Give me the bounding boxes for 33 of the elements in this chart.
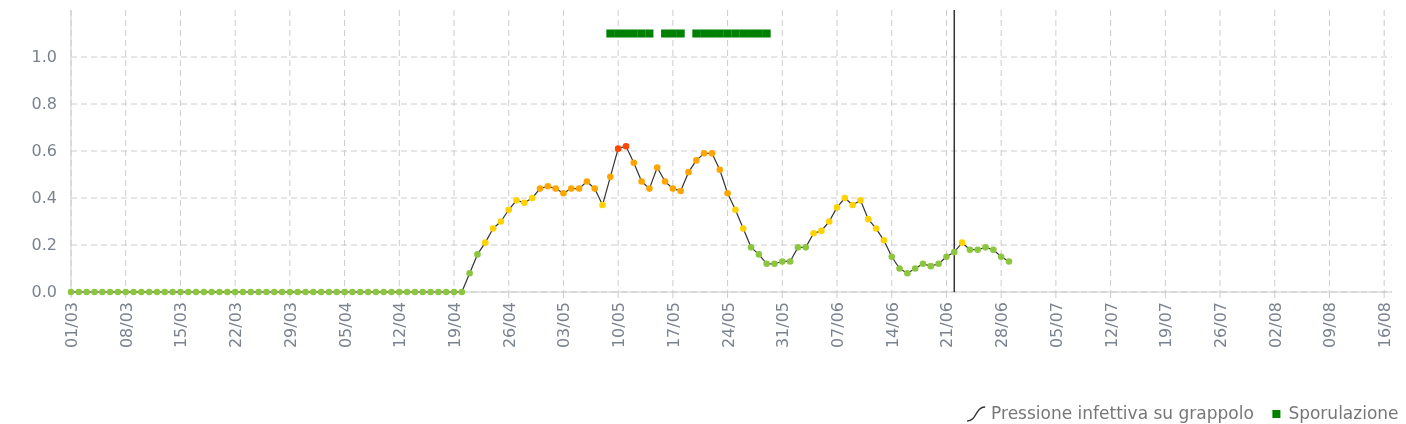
x-tick-label: 12/07 [1101, 302, 1121, 349]
x-tick-label: 05/07 [1046, 302, 1066, 349]
x-tick-label: 02/08 [1265, 302, 1285, 349]
x-tick-label: 26/04 [499, 302, 519, 349]
y-tick-label: 0.0 [31, 281, 57, 301]
y-tick-label: 1.0 [31, 46, 57, 66]
x-tick-label: 31/05 [773, 302, 793, 349]
x-tick-label: 19/04 [445, 302, 465, 349]
x-tick-label: 24/05 [718, 302, 738, 349]
x-tick-label: 19/07 [1156, 302, 1176, 349]
x-tick-label: 12/04 [390, 302, 410, 349]
y-tick-label: 0.6 [31, 140, 57, 160]
x-tick-label: 09/08 [1320, 302, 1340, 349]
x-tick-label: 03/05 [554, 302, 574, 349]
x-tick-label: 05/04 [335, 302, 355, 349]
x-tick-label: 14/06 [882, 302, 902, 349]
x-tick-label: 26/07 [1211, 302, 1231, 349]
x-tick-label: 16/08 [1375, 302, 1395, 349]
y-tick-label: 0.4 [31, 187, 57, 207]
x-tick-label: 08/03 [116, 302, 136, 349]
x-tick-label: 17/05 [663, 302, 683, 349]
x-tick-label: 21/06 [937, 302, 957, 349]
x-tick-label: 29/03 [280, 302, 300, 349]
x-tick-label: 15/03 [171, 302, 191, 349]
x-tick-label: 28/06 [992, 302, 1012, 349]
x-tick-label: 07/06 [828, 302, 848, 349]
y-tick-label: 0.2 [31, 234, 57, 254]
x-tick-label: 01/03 [62, 302, 81, 349]
legend-label: Pressione infettiva su grappolo [991, 403, 1254, 423]
y-tick-label: 0.8 [31, 93, 57, 113]
x-tick-label: 10/05 [609, 302, 629, 349]
legend-label: Sporulazione [1288, 403, 1399, 423]
x-tick-label: 22/03 [226, 302, 246, 349]
